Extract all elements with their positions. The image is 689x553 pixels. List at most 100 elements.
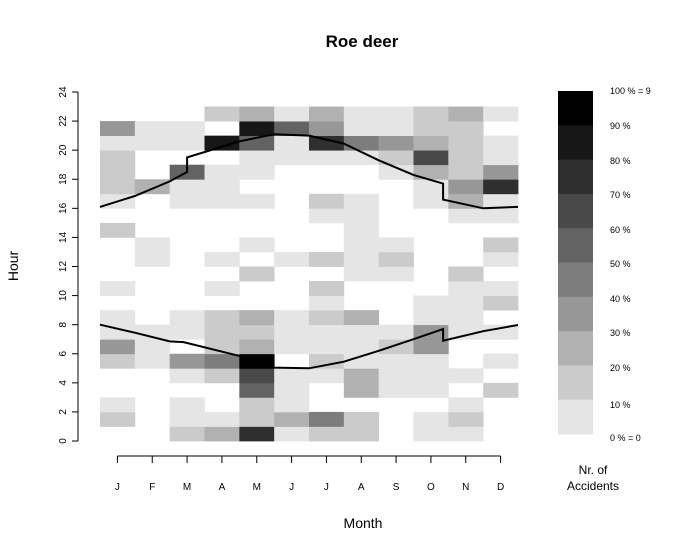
heat-cell xyxy=(483,135,519,151)
heat-cell xyxy=(100,281,136,296)
x-tick-label: A xyxy=(358,482,365,493)
heat-cell xyxy=(343,208,380,224)
heat-cell xyxy=(204,281,240,296)
heat-cell xyxy=(483,106,519,122)
heat-cell xyxy=(204,179,240,195)
heat-cell xyxy=(309,411,345,427)
heat-cell xyxy=(239,106,275,122)
heat-cell xyxy=(343,368,380,384)
heat-cell xyxy=(343,222,380,238)
y-tick-label: 16 xyxy=(58,202,69,214)
heat-cell xyxy=(378,368,414,384)
heat-cell xyxy=(100,397,136,413)
heat-cell xyxy=(309,324,345,340)
heat-cell xyxy=(448,150,484,166)
heat-cell xyxy=(483,251,519,267)
heat-cell xyxy=(378,324,414,340)
heat-cell xyxy=(448,426,484,442)
heat-cell xyxy=(274,324,310,340)
heat-cell xyxy=(483,164,519,180)
heat-cell xyxy=(448,281,484,296)
heat-cell xyxy=(169,324,205,340)
heat-cell xyxy=(274,106,310,122)
heat-cell xyxy=(100,339,136,355)
heat-cell xyxy=(378,106,414,122)
heat-cell xyxy=(378,135,414,151)
heat-cell xyxy=(274,150,310,166)
heat-cell xyxy=(239,150,275,166)
x-tick-label: O xyxy=(427,482,435,493)
heat-cell xyxy=(100,222,136,238)
legend-title-line-2: Accidents xyxy=(567,479,619,493)
x-tick-label: D xyxy=(497,482,504,493)
heat-cell xyxy=(204,324,240,340)
heat-cell xyxy=(309,106,345,122)
heat-cell xyxy=(309,295,345,311)
heat-cell xyxy=(239,237,275,253)
heat-cell xyxy=(204,193,240,209)
heat-cell xyxy=(343,411,380,427)
heat-cell xyxy=(204,368,240,384)
heat-cell xyxy=(309,281,345,296)
y-tick-label: 22 xyxy=(58,115,69,127)
heat-cell xyxy=(204,411,240,427)
heat-cell xyxy=(169,353,205,369)
x-axis-title: Month xyxy=(344,515,383,531)
y-tick-label: 0 xyxy=(58,438,69,444)
y-tick-label: 4 xyxy=(58,380,69,386)
heat-cell xyxy=(343,426,380,442)
y-tick-label: 24 xyxy=(58,86,69,98)
heat-cell xyxy=(169,121,205,137)
heat-cell xyxy=(100,150,136,166)
heat-cell xyxy=(378,150,414,166)
x-tick-label: J xyxy=(115,482,120,493)
heat-cell xyxy=(204,106,240,122)
heat-cell xyxy=(274,339,310,355)
heat-cell xyxy=(448,295,484,311)
heat-cell xyxy=(448,310,484,326)
heat-cell xyxy=(274,411,310,427)
heat-cell xyxy=(378,266,414,282)
y-tick-label: 12 xyxy=(58,261,69,273)
heat-cell xyxy=(309,353,345,369)
heat-cell xyxy=(413,164,449,180)
x-tick-label: A xyxy=(219,482,226,493)
legend-label: 70 % xyxy=(610,190,631,200)
heat-cell xyxy=(204,164,240,180)
heat-cell xyxy=(274,382,310,398)
heat-cell xyxy=(274,121,310,137)
heat-cell xyxy=(134,251,171,267)
heat-cell xyxy=(134,179,171,195)
chart-title: Roe deer xyxy=(326,32,399,51)
x-tick-label: J xyxy=(289,482,294,493)
heat-cell xyxy=(343,237,380,253)
heat-cell xyxy=(100,135,136,151)
heat-cell xyxy=(134,353,171,369)
legend-label: 0 % = 0 xyxy=(610,433,641,443)
legend-swatch xyxy=(558,228,593,263)
heat-cell xyxy=(169,411,205,427)
legend-swatch xyxy=(558,159,593,195)
heat-cell xyxy=(448,135,484,151)
heat-cell xyxy=(483,179,519,195)
heat-cell xyxy=(239,310,275,326)
heat-cell xyxy=(483,208,519,224)
legend-swatch xyxy=(558,193,593,229)
legend-label: 90 % xyxy=(610,121,631,131)
heat-cell xyxy=(100,324,136,340)
heat-cell xyxy=(239,164,275,180)
heat-cell xyxy=(239,397,275,413)
heat-cell xyxy=(413,310,449,326)
heat-cell xyxy=(239,368,275,384)
heat-cell xyxy=(274,310,310,326)
legend-label: 30 % xyxy=(610,328,631,338)
heat-cell xyxy=(343,382,380,398)
heat-cell xyxy=(378,237,414,253)
heat-cell xyxy=(169,310,205,326)
heat-cell xyxy=(100,310,136,326)
heat-cell xyxy=(309,251,345,267)
heat-cell xyxy=(343,150,380,166)
heat-cell xyxy=(169,368,205,384)
